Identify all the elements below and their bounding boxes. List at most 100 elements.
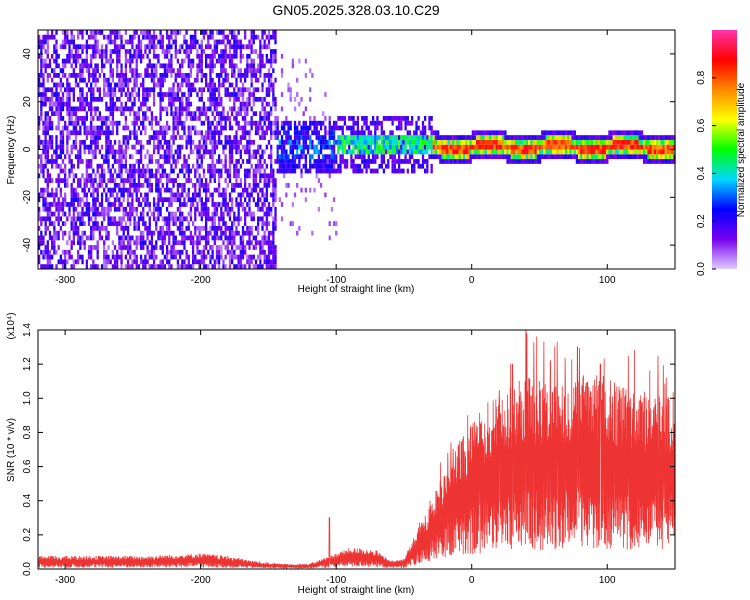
spectrogram-cell: [252, 168, 255, 174]
spectrogram-cell: [437, 135, 440, 140]
spectrogram-cell: [254, 225, 258, 231]
spectrogram-cell: [244, 44, 247, 50]
spectrogram-cell: [118, 77, 121, 83]
spectrogram-cell: [40, 53, 43, 59]
spectrogram-cell: [157, 39, 160, 45]
spectrogram-cell: [178, 68, 182, 74]
spectrogram-cell: [83, 116, 86, 121]
spectrogram-cell: [465, 159, 468, 164]
spectrogram-cell: [159, 178, 162, 183]
spectrogram-cell: [595, 149, 598, 155]
spectrogram-cell: [170, 53, 173, 59]
spectrogram-cell: [272, 173, 275, 179]
spectrogram-cell: [105, 120, 108, 126]
spectrogram-cell: [354, 154, 357, 160]
spectrogram-cell: [261, 221, 264, 226]
spectrogram-cell: [252, 58, 255, 64]
spectrogram-cell: [196, 159, 199, 164]
spectrogram-cell: [113, 202, 117, 207]
spectrogram-cell: [211, 63, 214, 69]
spectrogram-cell: [100, 182, 104, 188]
spectrogram-cell: [395, 144, 399, 150]
spectrogram-cell: [139, 53, 143, 59]
spectrogram-cell: [68, 96, 71, 102]
spectrogram-cell: [261, 264, 264, 269]
spectrogram-cell: [237, 73, 240, 78]
spectrogram-cell: [113, 197, 117, 203]
spectrogram-cell: [590, 135, 594, 140]
spectrogram-cell: [107, 211, 110, 217]
spectrogram-cell: [100, 173, 104, 179]
spectrogram-cell: [133, 34, 136, 40]
spectrogram-cell: [387, 144, 390, 150]
spectrogram-cell: [111, 254, 115, 260]
spectrogram-cell: [92, 135, 95, 140]
spectrogram-cell: [94, 125, 97, 131]
spectrogram-cell: [528, 149, 531, 155]
spectrogram-cell: [168, 58, 171, 64]
spectrogram-cell: [603, 149, 607, 155]
spectrogram-cell: [183, 240, 186, 246]
spectrogram-cell: [172, 87, 175, 93]
spectrogram-cell: [178, 197, 182, 203]
y-tick-label: 0.2: [22, 527, 33, 541]
spectrogram-cell: [582, 135, 585, 140]
spectrogram-cell: [98, 53, 102, 59]
spectrogram-cell: [358, 163, 362, 169]
spectrogram-cell: [261, 106, 264, 112]
spectrogram-cell: [627, 154, 631, 160]
spectrogram-cell: [211, 58, 214, 64]
spectrogram-cell: [109, 82, 112, 88]
spectrogram-cell: [109, 202, 112, 207]
spectrogram-cell: [391, 159, 394, 164]
spectrogram-cell: [155, 225, 158, 231]
spectrogram-cell: [254, 182, 258, 188]
spectrogram-cell: [72, 120, 75, 126]
spectrogram-cell: [120, 73, 123, 78]
spectrogram-cell: [350, 116, 353, 121]
spectrogram-cell: [371, 135, 375, 140]
spectrogram-cell: [92, 130, 95, 136]
spectrogram-cell: [40, 264, 43, 269]
spectrogram-cell: [213, 221, 216, 226]
spectrogram-cell: [315, 135, 318, 140]
spectrogram-cell: [254, 111, 258, 117]
spectrogram-cell: [77, 225, 80, 231]
spectrogram-cell: [176, 68, 180, 74]
spectrogram-cell: [248, 92, 251, 97]
spectrogram-cell: [185, 192, 188, 198]
spectrogram-cell: [98, 116, 102, 121]
spectrogram-cell: [202, 73, 206, 78]
spectrogram-cell: [645, 135, 648, 140]
spectrogram-cell: [226, 240, 229, 246]
spectrogram-cell: [209, 259, 212, 265]
spectrogram-cell: [87, 235, 91, 241]
spectrogram-cell: [124, 211, 128, 217]
spectrogram-cell: [118, 44, 121, 50]
spectrogram-cell: [61, 68, 65, 74]
spectrogram-cell: [178, 73, 182, 78]
spectrogram-cell: [252, 73, 255, 78]
spectrogram-cell: [274, 39, 277, 45]
spectrogram-cell: [57, 92, 60, 97]
spectrogram-cell: [319, 182, 323, 188]
spectrogram-cell: [328, 135, 331, 140]
spectrogram-cell: [150, 135, 154, 140]
spectrogram-cell: [111, 111, 115, 117]
spectrogram-cell: [213, 82, 216, 88]
spectrogram-cell: [135, 77, 138, 83]
spectrogram-cell: [137, 92, 141, 97]
spectrogram-cell: [666, 154, 670, 160]
spectrogram-cell: [254, 130, 258, 136]
spectrogram-cell: [322, 168, 325, 174]
spectrogram-cell: [571, 135, 574, 140]
spectrogram-cell: [200, 259, 203, 265]
spectrogram-cell: [207, 125, 210, 131]
spectrogram-cell: [129, 221, 132, 226]
spectrogram-cell: [42, 139, 45, 145]
spectrogram-cell: [178, 111, 182, 117]
spectrogram-cell: [669, 149, 672, 155]
spectrogram-cell: [172, 111, 175, 117]
spectrogram-cell: [502, 139, 505, 145]
spectrogram-cell: [439, 149, 442, 155]
